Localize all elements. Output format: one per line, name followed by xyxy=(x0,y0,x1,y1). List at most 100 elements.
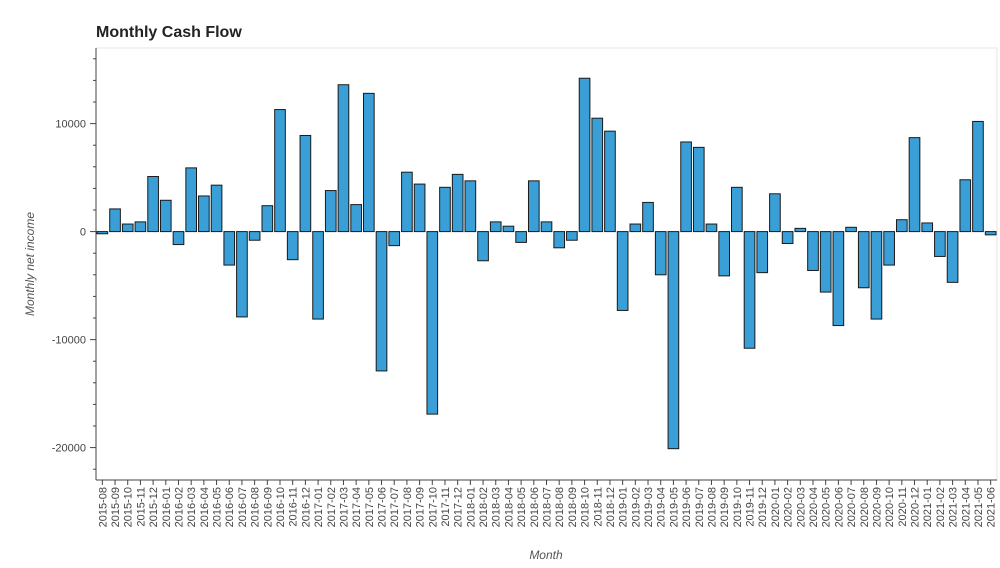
x-tick-label: 2016-08 xyxy=(250,487,262,527)
bar xyxy=(324,190,337,233)
x-tick-label: 2018-03 xyxy=(491,487,503,527)
bar xyxy=(616,231,629,311)
bar xyxy=(261,205,274,233)
x-tick-label: 2018-05 xyxy=(516,487,528,527)
bars xyxy=(96,77,997,450)
bar xyxy=(159,199,172,233)
x-tick-label: 2016-10 xyxy=(275,487,287,527)
x-tick-label: 2018-10 xyxy=(580,487,592,527)
bar xyxy=(794,227,807,233)
bar xyxy=(845,226,857,233)
x-tick-label: 2020-03 xyxy=(795,487,807,527)
x-tick-label: 2020-11 xyxy=(897,487,909,527)
x-tick-label: 2016-01 xyxy=(161,487,173,527)
y-axis-label: Monthly net income xyxy=(23,212,37,316)
bar xyxy=(540,221,553,233)
x-tick-label: 2019-01 xyxy=(618,487,630,527)
bar xyxy=(591,117,604,233)
bar xyxy=(515,231,527,243)
y-tick-label: 10000 xyxy=(55,119,86,131)
x-tick-label: 2017-04 xyxy=(351,487,363,527)
bar xyxy=(210,184,223,233)
bar xyxy=(109,208,121,233)
x-tick-label: 2018-09 xyxy=(567,487,579,527)
bar xyxy=(502,225,515,233)
bar xyxy=(680,141,692,233)
x-tick-label: 2020-12 xyxy=(910,487,922,527)
bar xyxy=(934,231,946,257)
bar xyxy=(401,171,413,233)
bar xyxy=(578,77,591,233)
bar xyxy=(375,231,388,372)
x-tick-label: 2017-03 xyxy=(338,487,350,527)
bar xyxy=(629,223,642,233)
bar xyxy=(350,204,362,233)
x-tick-label: 2017-06 xyxy=(377,487,389,527)
bar xyxy=(959,179,972,233)
bar xyxy=(984,231,997,236)
x-tick-label: 2021-04 xyxy=(960,487,972,527)
bar xyxy=(185,167,198,233)
bar xyxy=(489,221,502,233)
x-tick-label: 2016-09 xyxy=(262,487,274,527)
x-tick-label: 2019-03 xyxy=(643,487,655,527)
x-tick-label: 2019-02 xyxy=(630,487,642,527)
x-tick-label: 2015-11 xyxy=(135,487,147,527)
x-tick-label: 2016-02 xyxy=(173,487,185,527)
bar xyxy=(642,201,654,233)
x-tick-label: 2018-04 xyxy=(503,487,515,527)
x-tick-label: 2018-01 xyxy=(465,487,477,527)
x-tick-label: 2016-07 xyxy=(237,487,249,527)
x-tick-label: 2016-12 xyxy=(300,487,312,527)
bar xyxy=(718,231,730,277)
x-tick-label: 2019-05 xyxy=(668,487,680,527)
x-tick-label: 2015-12 xyxy=(148,487,160,527)
y-tick-label: 0 xyxy=(80,227,86,239)
x-tick-label: 2017-01 xyxy=(313,487,325,527)
bar xyxy=(832,231,845,327)
bar xyxy=(756,231,769,274)
bar xyxy=(286,231,299,261)
x-tick-label: 2019-06 xyxy=(681,487,693,527)
bar xyxy=(299,134,312,233)
bar xyxy=(883,231,895,266)
x-tick-label: 2017-07 xyxy=(389,487,401,527)
x-tick-label: 2017-05 xyxy=(364,487,376,527)
bar xyxy=(692,146,705,233)
x-tick-label: 2018-12 xyxy=(605,487,617,527)
x-tick-label: 2015-08 xyxy=(97,487,109,527)
x-tick-label: 2018-07 xyxy=(542,487,554,527)
x-tick-label: 2016-04 xyxy=(199,487,211,527)
bar xyxy=(667,231,680,450)
bar xyxy=(464,180,477,233)
x-tick-label: 2021-06 xyxy=(986,487,998,527)
bar xyxy=(705,223,718,233)
x-tick-label: 2017-08 xyxy=(402,487,414,527)
x-tick-label: 2019-09 xyxy=(719,487,731,527)
x-tick-label: 2019-08 xyxy=(706,487,718,527)
x-tick-label: 2016-11 xyxy=(288,487,300,527)
bar xyxy=(972,120,984,233)
x-tick-label: 2020-05 xyxy=(821,487,833,527)
x-axis-ticks: 2015-08 2015-09 2015-10 2015-11 2015-12 2016-… xyxy=(97,480,998,527)
x-tick-label: 2018-11 xyxy=(592,487,604,527)
x-tick-label: 2021-01 xyxy=(922,487,934,527)
x-tick-label: 2019-07 xyxy=(694,487,706,527)
bar xyxy=(477,231,489,262)
bar xyxy=(908,137,921,233)
x-axis-label: Month xyxy=(529,548,563,562)
bar xyxy=(96,231,109,235)
bar xyxy=(147,176,159,233)
bar xyxy=(921,222,934,233)
x-tick-label: 2020-09 xyxy=(871,487,883,527)
x-tick-label: 2020-02 xyxy=(783,487,795,527)
x-tick-label: 2019-12 xyxy=(757,487,769,527)
x-tick-label: 2019-10 xyxy=(732,487,744,527)
bar xyxy=(236,231,248,318)
x-tick-label: 2019-11 xyxy=(745,487,757,527)
x-tick-label: 2015-09 xyxy=(110,487,122,527)
bar xyxy=(654,231,667,276)
bar xyxy=(439,186,451,233)
x-tick-label: 2016-05 xyxy=(212,487,224,527)
